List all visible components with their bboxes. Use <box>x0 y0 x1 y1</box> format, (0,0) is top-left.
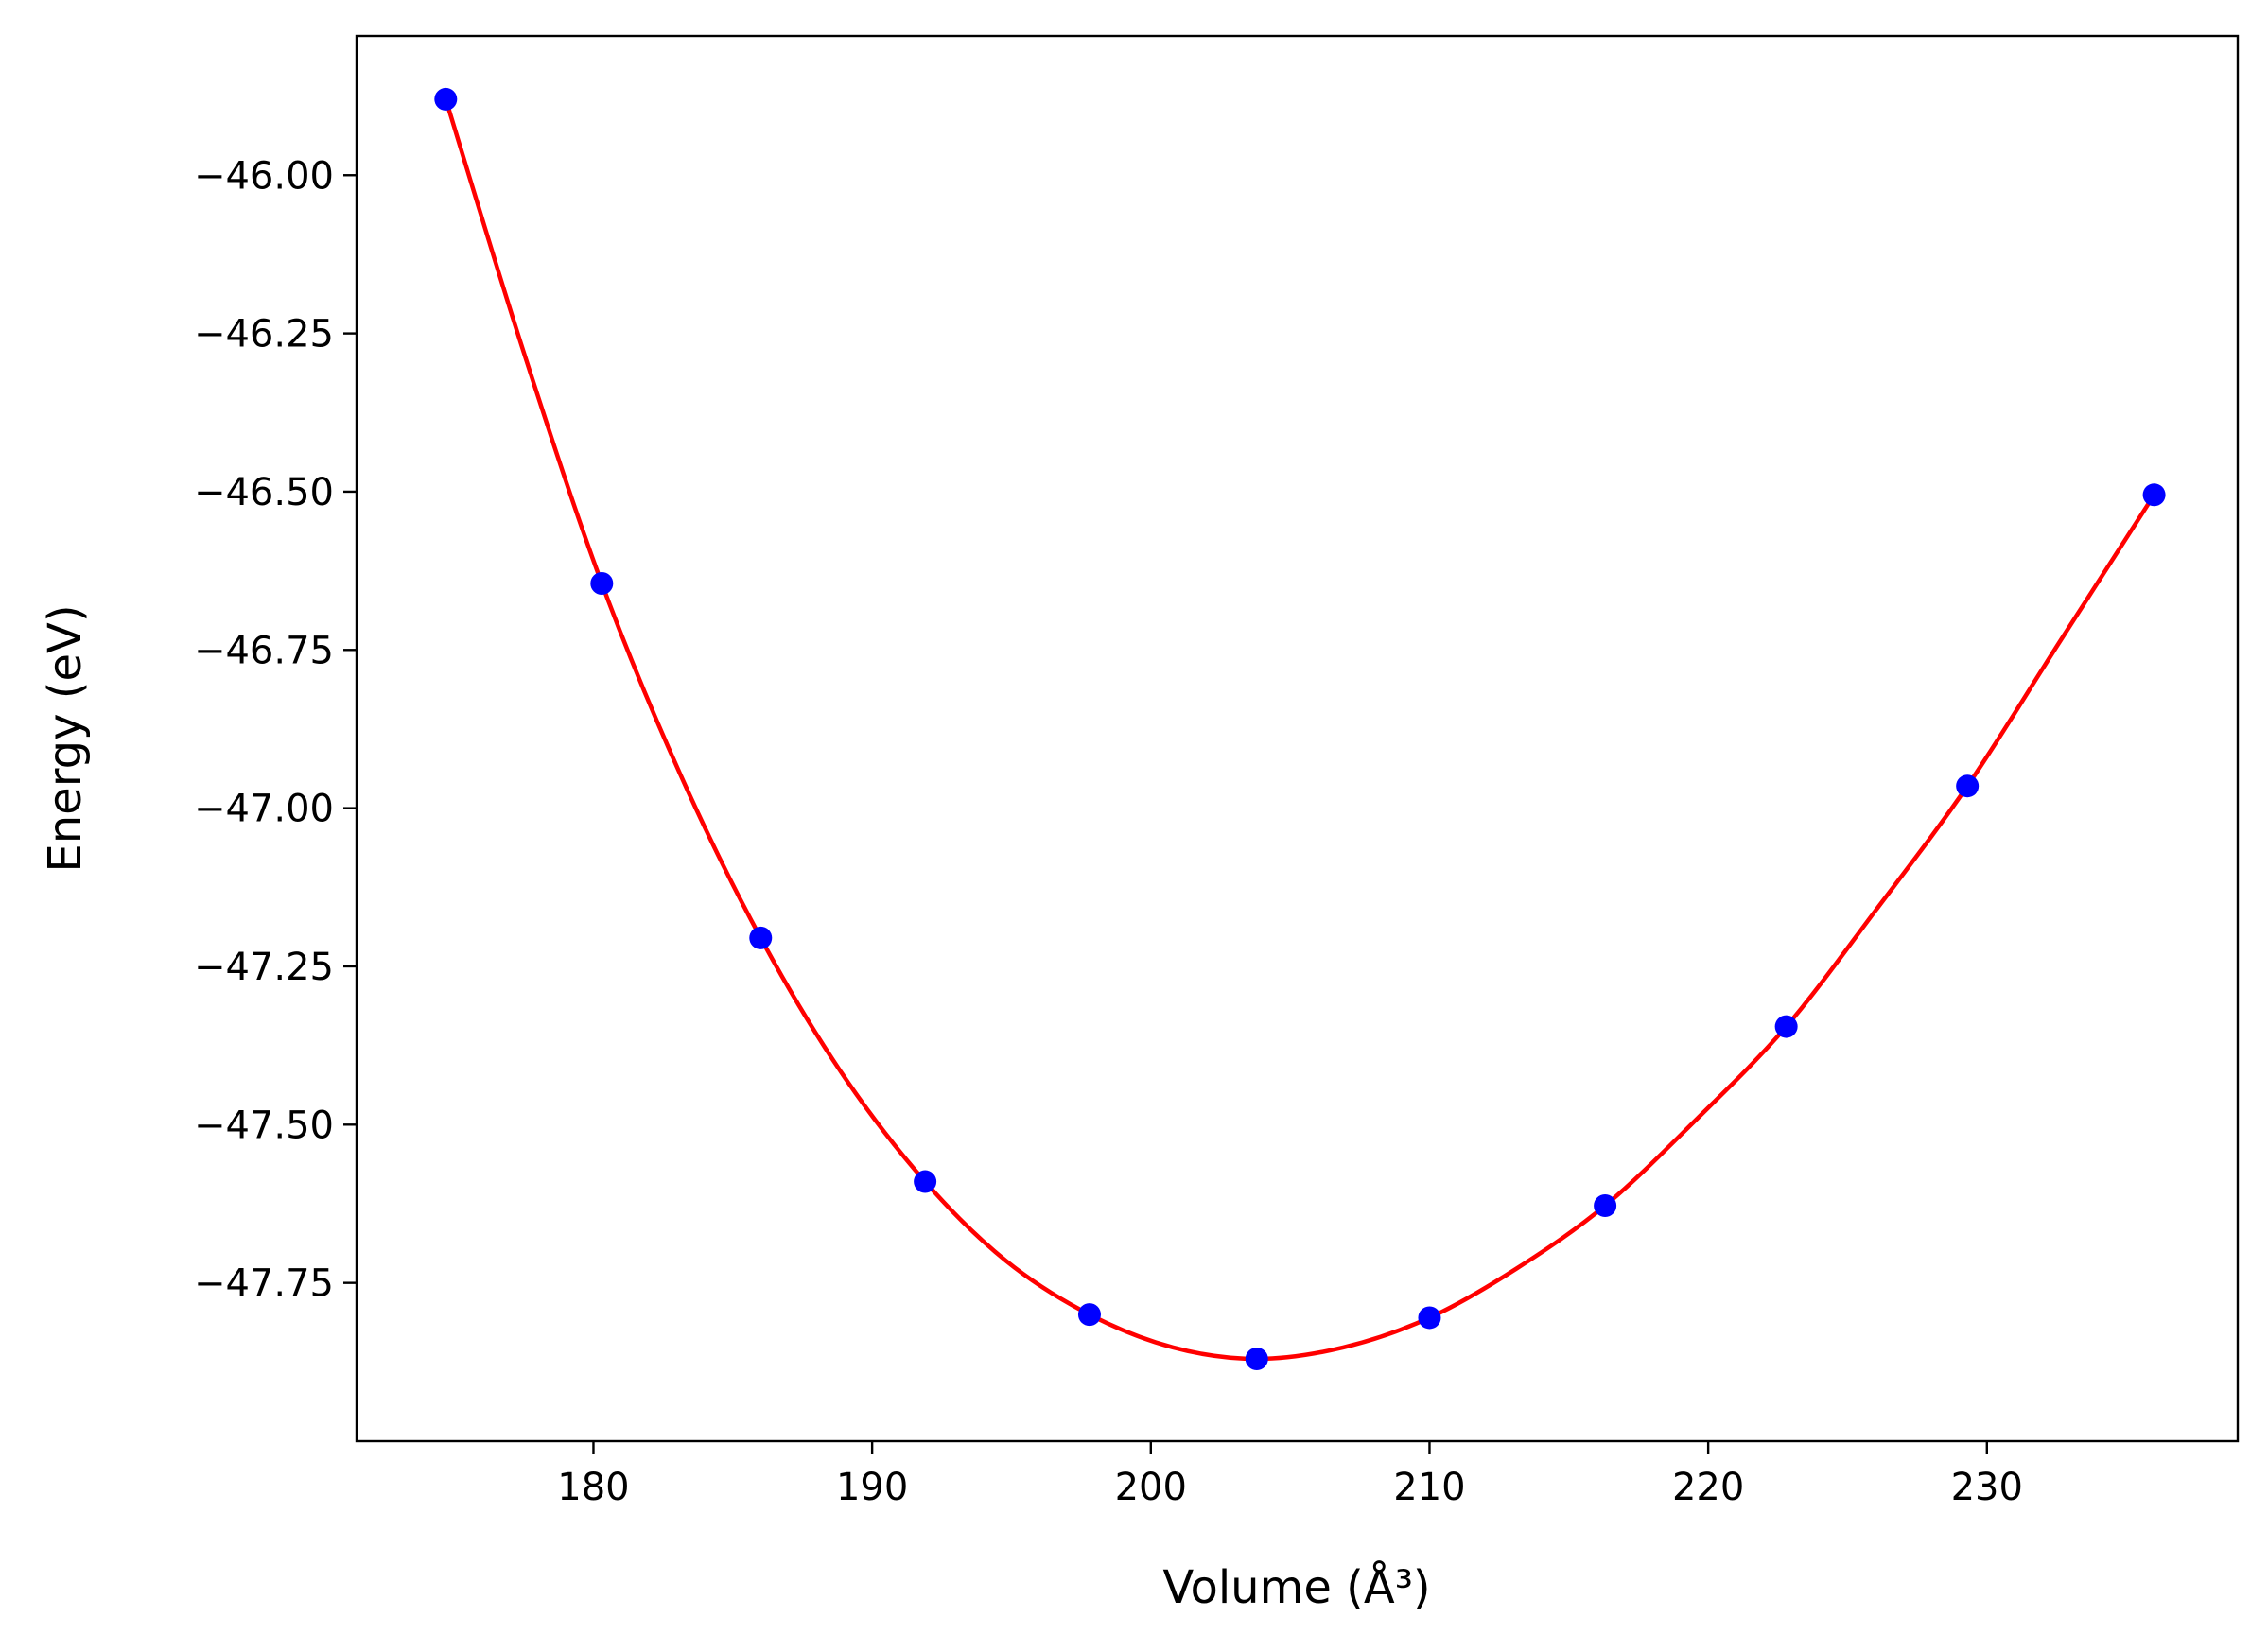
data-point <box>1774 1015 1798 1038</box>
y-tick-label: −46.50 <box>194 471 334 514</box>
x-tick-label: 200 <box>1115 1466 1187 1509</box>
plot-area <box>355 34 2240 1443</box>
y-tick-label: −46.25 <box>194 313 334 356</box>
y-axis-label: Energy (eV) <box>39 604 92 872</box>
y-tick-label: −47.00 <box>194 788 334 831</box>
x-tick-label: 210 <box>1393 1466 1465 1509</box>
x-tick-label: 180 <box>557 1466 629 1509</box>
y-tick-label: −47.25 <box>194 946 334 989</box>
data-point <box>2142 483 2166 507</box>
data-point <box>1594 1193 1617 1217</box>
data-point <box>1956 774 1980 798</box>
x-tick-label: 220 <box>1672 1466 1744 1509</box>
axes-frame <box>355 34 2240 1443</box>
x-tick-label: 190 <box>836 1466 908 1509</box>
fit-curve-layer <box>444 98 2156 1362</box>
data-points-layer <box>434 87 2166 1370</box>
data-point <box>749 926 773 949</box>
y-tick-label: −47.50 <box>194 1104 334 1147</box>
x-tick-label: 230 <box>1951 1466 2023 1509</box>
data-point <box>434 87 458 111</box>
y-tick-label: −47.75 <box>194 1262 334 1306</box>
y-tick-label: −46.00 <box>194 154 334 198</box>
x-axis-ticks: 180 190 200 210 220 230 <box>557 1441 2023 1509</box>
y-tick-label: −46.75 <box>194 629 334 672</box>
data-point <box>1245 1347 1268 1370</box>
y-axis-ticks: −46.00 −46.25 −46.50 −46.75 −47.00 −47.25 −47.… <box>194 154 357 1306</box>
fit-curve-line <box>444 98 2156 1362</box>
data-point <box>1418 1306 1441 1330</box>
x-axis-label: Volume (Å³) <box>1162 1560 1430 1614</box>
data-point <box>914 1170 937 1193</box>
data-point <box>1077 1303 1101 1327</box>
data-point <box>590 572 614 596</box>
